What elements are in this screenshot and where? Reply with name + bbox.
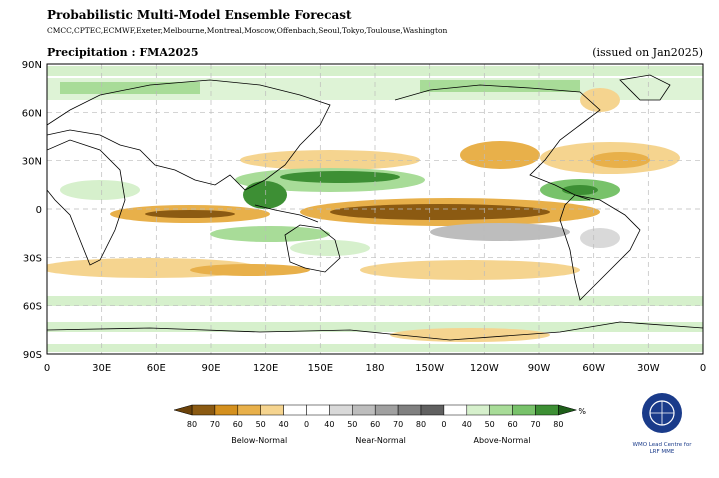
- coastlines: [47, 74, 703, 341]
- colorbar-tick: 40: [462, 420, 472, 429]
- colorbar-tick: 80: [187, 420, 197, 429]
- lat-label: 0: [36, 205, 42, 216]
- colorbar-tick: 70: [393, 420, 403, 429]
- lon-label: 60W: [582, 363, 605, 374]
- colorbar-segment: [443, 404, 468, 416]
- logo-text: WMO Lead Centre for: [633, 442, 693, 448]
- lon-label: 30W: [637, 363, 660, 374]
- colorbar-segment: [329, 404, 353, 416]
- issued: (issued on Jan2025): [592, 46, 703, 59]
- lon-label: 60E: [147, 363, 166, 374]
- colorbar-tick: 50: [347, 420, 357, 429]
- colorbar-segment: [260, 404, 284, 416]
- colorbar-segment: [374, 404, 399, 416]
- logo-text: LRF MME: [650, 449, 675, 455]
- colorbar-arrow: [173, 404, 193, 416]
- lat-label: 60N: [22, 108, 42, 119]
- lat-label: 90S: [23, 350, 42, 361]
- colorbar-tick: 60: [233, 420, 243, 429]
- colorbar-arrow: [558, 404, 578, 416]
- colorbar: 80 70 60 50 40 0 40 50 60 70 80 0 40 50 60 70 80% Below-N…: [173, 404, 586, 445]
- colorbar-segment: [397, 404, 422, 416]
- colorbar-segment: [420, 404, 445, 416]
- lon-label: 120W: [470, 363, 499, 374]
- wmo-logo: WMO Lead Centre for LRF MME: [633, 393, 693, 455]
- colorbar-tick: 80: [553, 420, 563, 429]
- colorbar-tick: 50: [256, 420, 266, 429]
- lon-label: 0: [700, 363, 706, 374]
- colorbar-tick: 60: [508, 420, 518, 429]
- colorbar-tick: 40: [279, 420, 289, 429]
- colorbar-segment: [283, 404, 307, 416]
- lat-label: 30S: [23, 253, 42, 264]
- lon-label: 150E: [308, 363, 333, 374]
- colorbar-segment: [489, 404, 513, 416]
- colorbar-tick: 0: [304, 420, 309, 429]
- colorbar-segment: [352, 404, 376, 416]
- colorbar-tick: 50: [485, 420, 495, 429]
- colorbar-segment: [237, 404, 261, 416]
- lat-label: 90N: [22, 60, 42, 71]
- colorbar-segment: [191, 404, 216, 416]
- colorbar-segment: [214, 404, 239, 416]
- title: Probabilistic Multi-Model Ensemble Forec…: [47, 8, 352, 22]
- lon-label: 0: [44, 363, 50, 374]
- colorbar-segment: [512, 404, 536, 416]
- graticule: [47, 64, 703, 354]
- category-label: Below-Normal: [231, 436, 287, 445]
- colorbar-segment: [535, 404, 559, 416]
- colorbar-segment: [466, 404, 490, 416]
- lat-label: 30N: [22, 157, 42, 168]
- map-field: [47, 64, 703, 354]
- lon-label: 30E: [92, 363, 111, 374]
- colorbar-unit: %: [578, 407, 586, 416]
- lat-label: 60S: [23, 302, 42, 313]
- colorbar-segment: [306, 404, 330, 416]
- lon-label: 180: [365, 363, 384, 374]
- lon-label: 120E: [253, 363, 278, 374]
- colorbar-tick: 0: [441, 420, 446, 429]
- colorbar-tick: 70: [530, 420, 540, 429]
- lon-label: 150W: [415, 363, 444, 374]
- models: CMCC,CPTEC,ECMWF,Exeter,Melbourne,Montre…: [47, 26, 447, 35]
- colorbar-tick: 70: [210, 420, 220, 429]
- colorbar-tick: 60: [370, 420, 380, 429]
- category-label: Near-Normal: [355, 436, 405, 445]
- map-frame: [46, 63, 704, 355]
- colorbar-tick: 80: [416, 420, 426, 429]
- lon-label: 90E: [201, 363, 220, 374]
- colorbar-tick: 40: [324, 420, 334, 429]
- category-label: Above-Normal: [474, 436, 531, 445]
- lon-label: 90W: [528, 363, 551, 374]
- panel-title: Precipitation : FMA2025: [47, 46, 198, 59]
